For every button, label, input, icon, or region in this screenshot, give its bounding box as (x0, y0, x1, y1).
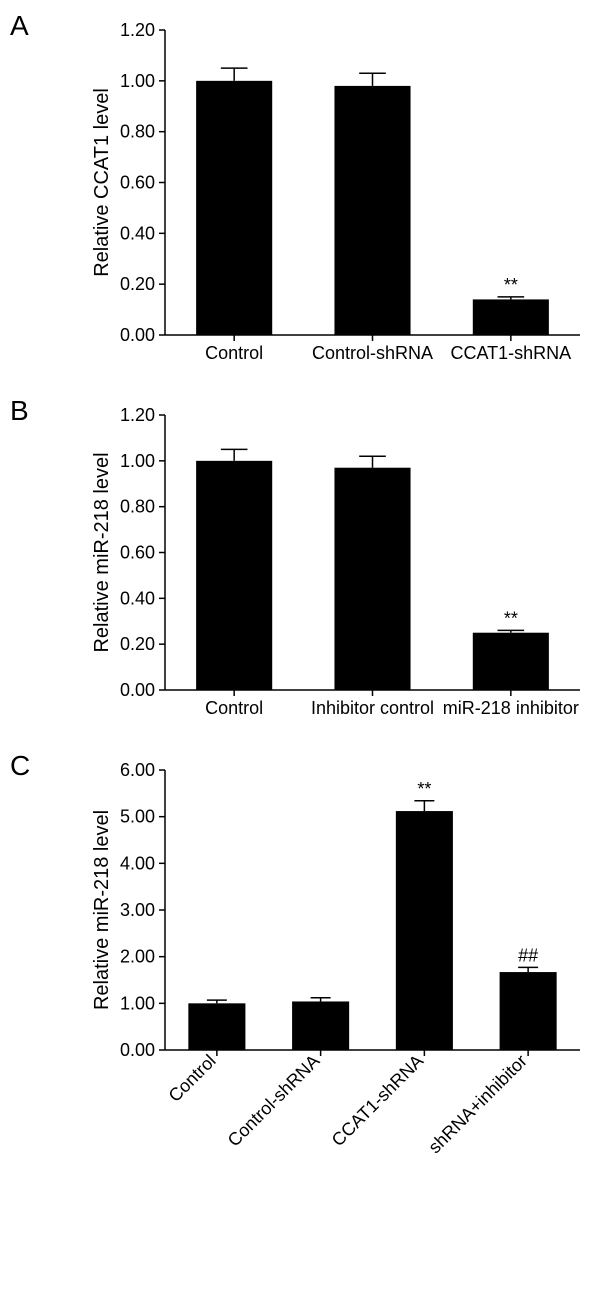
svg-text:0.80: 0.80 (120, 497, 155, 517)
svg-text:1.00: 1.00 (120, 451, 155, 471)
svg-text:0.00: 0.00 (120, 325, 155, 345)
figure: A 0.00 0.20 0.40 0.60 0.80 1.00 1.20 Control Con… (10, 10, 592, 1200)
svg-text:Relative miR-218 level: Relative miR-218 level (91, 452, 113, 652)
svg-text:Control: Control (205, 343, 263, 363)
svg-text:0.00: 0.00 (120, 680, 155, 700)
panel-b: B 0.00 0.20 0.40 0.60 0.80 1.00 1.20 Control Inh… (10, 395, 592, 735)
svg-text:**: ** (504, 608, 518, 628)
svg-text:0.40: 0.40 (120, 223, 155, 243)
svg-text:**: ** (504, 275, 518, 295)
svg-text:1.00: 1.00 (120, 71, 155, 91)
svg-text:0.20: 0.20 (120, 274, 155, 294)
panel-a-chart: 0.00 0.20 0.40 0.60 0.80 1.00 1.20 Control Contr… (90, 10, 592, 380)
svg-text:0.60: 0.60 (120, 543, 155, 563)
svg-text:**: ** (417, 779, 431, 799)
svg-text:0.40: 0.40 (120, 588, 155, 608)
svg-text:4.00: 4.00 (120, 853, 155, 873)
svg-text:CCAT1-shRNA: CCAT1-shRNA (450, 343, 571, 363)
svg-text:Relative miR-218 level: Relative miR-218 level (91, 810, 113, 1010)
svg-text:3.00: 3.00 (120, 900, 155, 920)
svg-text:2.00: 2.00 (120, 947, 155, 967)
panel-c-chart: 0.001.002.003.004.005.006.00ControlContr… (90, 750, 592, 1200)
svg-text:5.00: 5.00 (120, 807, 155, 827)
svg-text:6.00: 6.00 (120, 760, 155, 780)
svg-text:Control: Control (205, 698, 263, 718)
panel-a-label: A (10, 10, 29, 42)
svg-text:Control-shRNA: Control-shRNA (312, 343, 433, 363)
panel-c: C 0.001.002.003.004.005.006.00ControlCon… (10, 750, 592, 1200)
svg-text:##: ## (518, 945, 538, 965)
svg-text:Inhibitor control: Inhibitor control (311, 698, 434, 718)
panel-c-label: C (10, 750, 30, 782)
svg-text:0.00: 0.00 (120, 1040, 155, 1060)
svg-text:Relative CCAT1 level: Relative CCAT1 level (91, 88, 113, 277)
svg-text:miR-218 inhibitor: miR-218 inhibitor (443, 698, 579, 718)
svg-text:1.20: 1.20 (120, 20, 155, 40)
panel-b-chart: 0.00 0.20 0.40 0.60 0.80 1.00 1.20 Control Inhib… (90, 395, 592, 735)
svg-text:0.60: 0.60 (120, 173, 155, 193)
panel-a: A 0.00 0.20 0.40 0.60 0.80 1.00 1.20 Control Con… (10, 10, 592, 380)
panel-b-label: B (10, 395, 29, 427)
svg-text:0.80: 0.80 (120, 122, 155, 142)
svg-text:0.20: 0.20 (120, 634, 155, 654)
svg-text:1.00: 1.00 (120, 993, 155, 1013)
svg-text:1.20: 1.20 (120, 405, 155, 425)
